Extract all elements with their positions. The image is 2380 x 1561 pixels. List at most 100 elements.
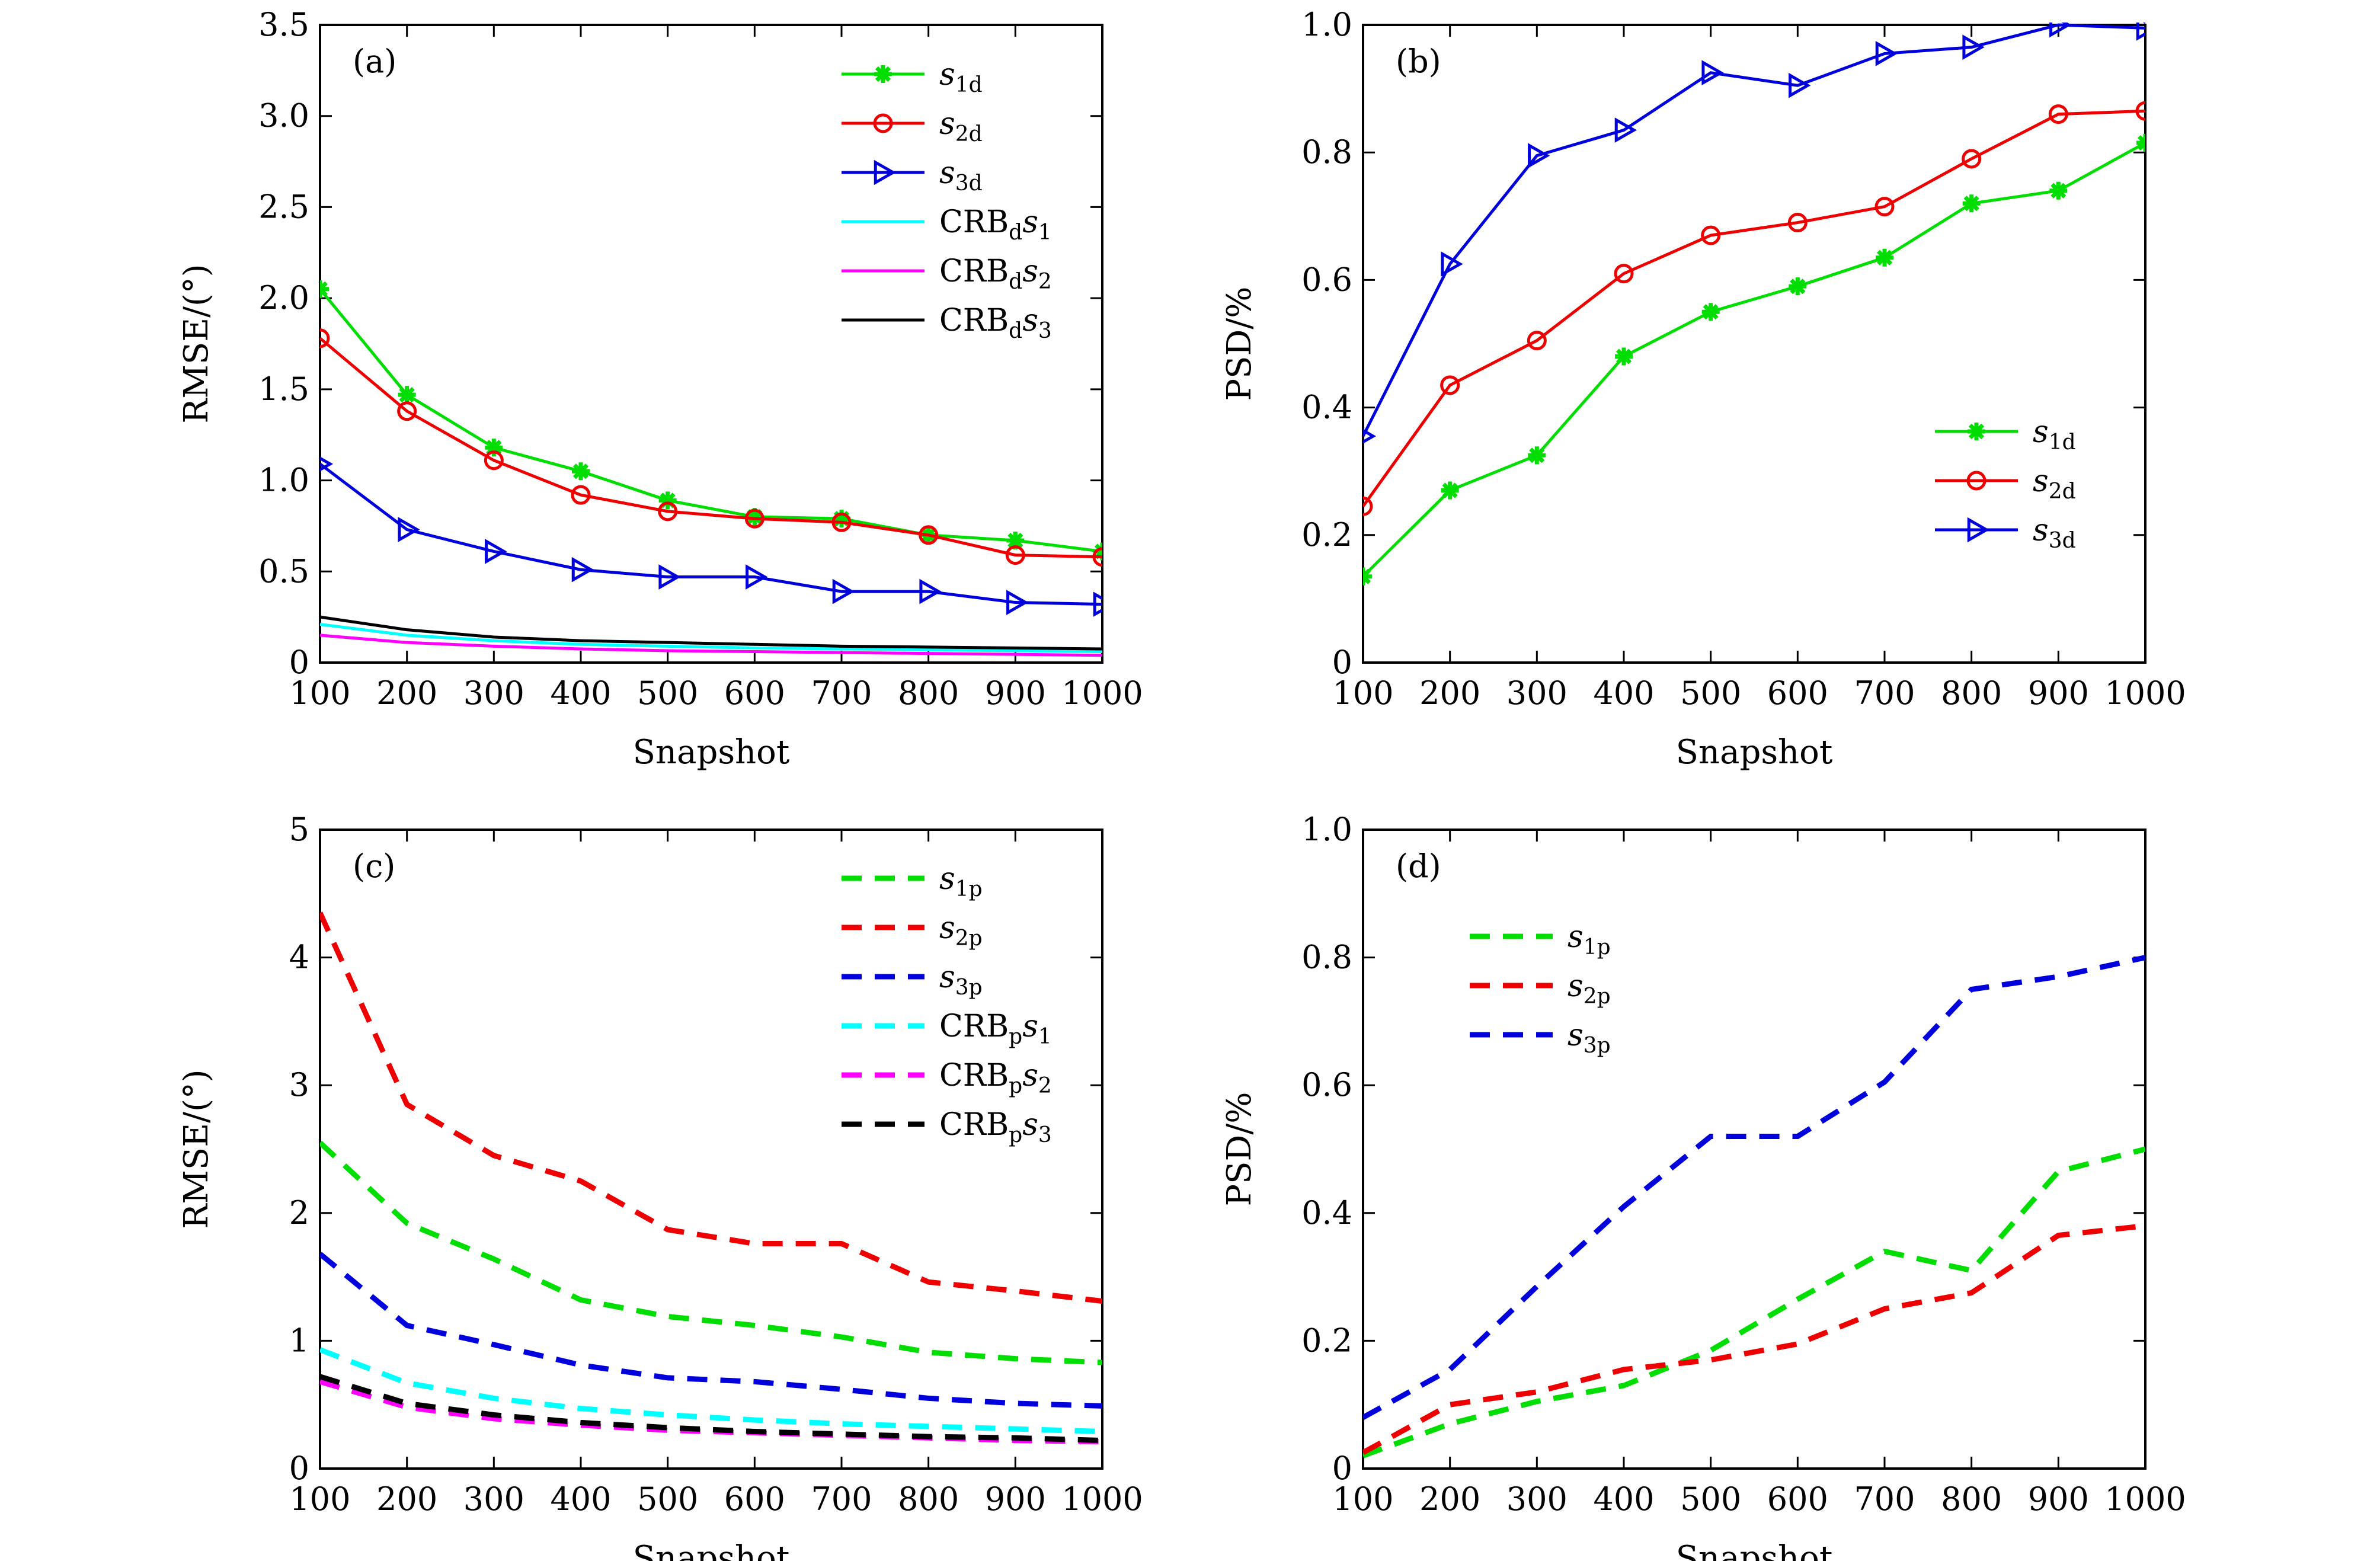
x-tick-label: 500 [1680,1480,1741,1518]
legend-label-s1d: s1d [939,57,983,97]
data-point-s1d [1876,248,1893,267]
plot-frame [319,829,1103,1470]
y-tick-label: 0 [289,644,309,681]
panel-d: 100 200 300 400 500 600 700 800 900 1000 0 0.2 0.4 0.… [1220,811,2186,1561]
data-point-s2d [1787,213,1808,233]
data-point-s2d [831,512,852,532]
data-point-s2d [1440,375,1460,395]
x-tick-label: 800 [898,674,959,712]
data-point-s3d [2049,23,2072,38]
y-tick-label: 2.5 [258,188,309,225]
x-axis-label: Snapshot [633,1539,790,1561]
x-tick-label: 400 [550,674,611,712]
y-tick-label: 5 [289,811,309,848]
y-tick-label: 0.2 [1301,516,1352,554]
data-point-s3d [1614,117,1637,143]
panel-label: (b) [1396,43,1441,80]
y-tick-label: 1.0 [1301,811,1352,848]
data-point-s2d [2048,104,2068,124]
x-tick-label: 100 [1332,1480,1393,1518]
x-tick-label: 700 [811,674,872,712]
series-line-s3p [320,1252,1102,1409]
y-tick-label: 4 [289,939,309,976]
y-tick-label: 1.5 [258,370,309,408]
data-point-s3d [320,456,334,472]
y-tick-label: 0.6 [1301,1066,1352,1103]
data-point-s3d [1701,60,1724,86]
data-point-s1d [485,439,503,457]
data-point-s2d [484,450,504,471]
series-line-CRBps2 [320,1379,1102,1445]
data-point-s1d [1528,446,1546,465]
data-point-s2d [1874,197,1895,217]
x-tick-label: 200 [376,674,437,712]
series-CRBds3 [320,615,1102,651]
y-tick-label: 3 [289,1066,309,1103]
data-point-s1d [572,462,590,481]
legend-marker-s3d [874,159,897,185]
data-point-s3d [658,564,681,590]
x-tick-label: 600 [1767,674,1828,712]
series-line-s2d [1363,109,2145,507]
legend-label-s1p: s1p [939,861,983,901]
y-axis-label: PSD/% [1220,286,1259,401]
legend-label-s1p: s1p [1568,919,1611,959]
series-CRBps1 [320,1347,1102,1434]
x-tick-label: 800 [1941,1480,2002,1518]
data-point-s2d [1363,496,1373,516]
x-tick-label: 400 [1593,1480,1654,1518]
data-point-s2d [744,508,764,529]
y-tick-label: 2 [289,1194,309,1231]
data-point-s3d [398,517,420,542]
data-point-s2d [1005,545,1025,565]
panel-label: (a) [353,43,396,80]
data-point-s1d [1441,481,1459,500]
x-tick-label: 1000 [1061,674,1143,712]
data-point-s1d [320,280,329,298]
legend: s1p s2p s3p [1470,919,1611,1058]
series-line-s3d [320,462,1102,606]
data-point-s1d [833,510,850,528]
y-tick-label: 0.4 [1301,1194,1352,1231]
series-line-s1d [320,288,1102,553]
panel-c: 100 200 300 400 500 600 700 800 900 1000 0 1 2 3 4 5 Sna… [177,811,1143,1561]
data-point-s1d [658,491,677,510]
y-tick-label: 2.0 [258,279,309,316]
legend-label-CRBps2: CRBps2 [939,1058,1052,1098]
series-s3d [320,456,1102,617]
x-tick-label: 100 [289,1480,350,1518]
x-tick-label: 200 [376,1480,437,1518]
data-point-s3d [485,539,507,564]
y-tick-label: 0.5 [258,552,309,590]
x-tick-label: 600 [724,674,785,712]
plot-frame [1362,829,2147,1470]
data-point-s3d [1093,591,1102,617]
data-point-s2d [1527,331,1547,351]
y-axis-label: RMSE/(°) [177,264,216,423]
data-point-s2d [1092,547,1102,567]
legend-marker-s2d [1966,471,1986,491]
legend: s1d s2d s3d CRBds1 CRBds2 CRBds3 [842,57,1052,343]
legend-marker-s1d [874,65,892,83]
y-tick-label: 0 [289,1450,309,1487]
series-s3p [1363,955,2145,1420]
x-tick-label: 900 [985,1480,1046,1518]
x-tick-label: 700 [1854,674,1915,712]
x-tick-label: 200 [1419,1480,1480,1518]
y-tick-label: 0.2 [1301,1322,1352,1359]
series-line-s1d [1363,141,2145,578]
x-tick-label: 300 [463,674,524,712]
data-point-s1d [1701,303,1720,321]
plot-frame [1362,24,2147,664]
series-CRBds2 [320,634,1102,657]
data-point-s3d [746,564,768,590]
series-line-CRBds2 [320,634,1102,657]
series-line-s1p [1363,1146,2145,1458]
x-tick-label: 100 [289,674,350,712]
series-s1p [320,1140,1102,1365]
x-tick-label: 300 [1506,1480,1568,1518]
plot-frame [319,24,1103,664]
data-point-s2d [658,501,678,522]
x-tick-label: 500 [1680,674,1741,712]
